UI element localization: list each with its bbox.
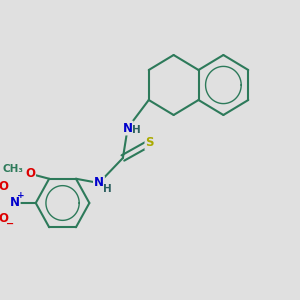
Text: O: O [0, 181, 8, 194]
Text: O: O [25, 167, 35, 180]
Text: CH₃: CH₃ [2, 164, 23, 174]
Text: −: − [6, 219, 14, 229]
Text: +: + [16, 191, 24, 200]
Text: N: N [10, 196, 20, 209]
Text: H: H [132, 125, 141, 135]
Text: O: O [0, 212, 8, 226]
Text: S: S [146, 136, 154, 149]
Text: H: H [103, 184, 112, 194]
Text: N: N [94, 176, 104, 190]
Text: N: N [123, 122, 133, 134]
